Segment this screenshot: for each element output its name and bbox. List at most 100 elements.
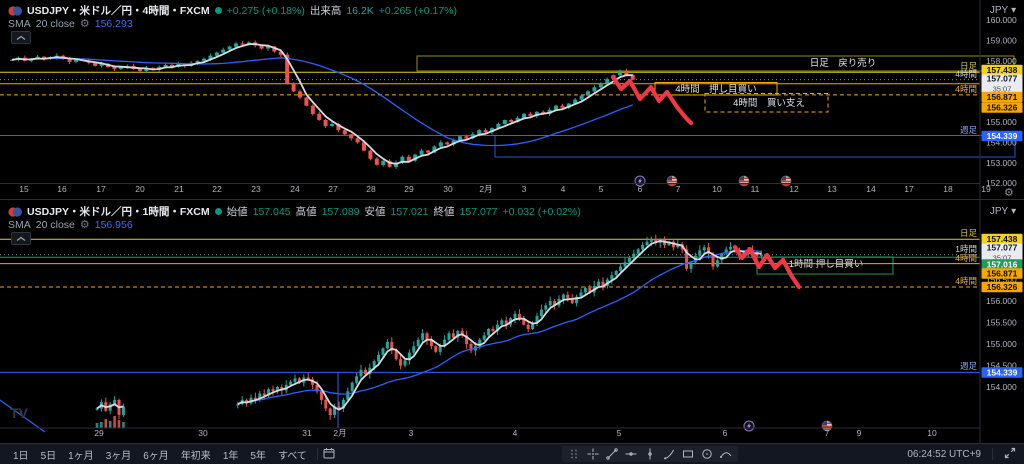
- ellipse-tool-icon[interactable]: [701, 448, 713, 460]
- indicator-settings-icon[interactable]: ⚙: [79, 219, 90, 231]
- sma-fast-line[interactable]: [11, 43, 633, 165]
- range-button-すべて[interactable]: すべて: [273, 446, 312, 463]
- candle-body: [240, 43, 245, 45]
- annotation-zone-box[interactable]: [704, 93, 829, 113]
- fullscreen-icon[interactable]: [1004, 447, 1016, 462]
- candle-body: [597, 281, 601, 286]
- annotation-label: 日足 戻り売り: [810, 57, 877, 69]
- candle-body: [566, 103, 571, 108]
- toolbar-divider: [316, 448, 318, 460]
- open-value: 157.045: [252, 205, 291, 218]
- price-axis-tick: 155.000: [986, 117, 1017, 127]
- collapse-panel-button-4h[interactable]: [11, 31, 31, 44]
- range-button-1ヶ月[interactable]: 1ヶ月: [63, 446, 99, 463]
- red-scenario-squiggle-drawing[interactable]: [610, 74, 694, 126]
- candle-body: [548, 301, 552, 306]
- range-button-1年[interactable]: 1年: [218, 446, 244, 463]
- trend-line-tool-icon[interactable]: [606, 448, 618, 460]
- candle-body: [374, 158, 379, 165]
- price-chip-value: 157.016: [987, 260, 1018, 270]
- candle-body: [554, 105, 558, 110]
- currency-axis-button-1h[interactable]: JPY ▾: [983, 204, 1023, 219]
- range-button-1日[interactable]: 1日: [8, 446, 34, 463]
- candle-body: [112, 66, 117, 69]
- sma-params: 20 close: [35, 17, 75, 30]
- sma-slow-line[interactable]: [11, 57, 634, 147]
- clock-readout[interactable]: 06:24:52 UTC+9: [907, 448, 981, 460]
- candle-body: [195, 60, 200, 63]
- candle-body: [707, 247, 711, 254]
- candle-body: [10, 59, 14, 61]
- candle-body: [515, 117, 520, 122]
- us-flag-icon[interactable]: [666, 175, 678, 187]
- sma-label[interactable]: SMA: [8, 17, 31, 30]
- drag-handle-tool-icon[interactable]: [568, 448, 580, 460]
- volume-label: 出来高: [309, 5, 342, 17]
- collapse-panel-button-1h[interactable]: [11, 232, 31, 245]
- candle-body: [654, 239, 658, 243]
- candle-body: [438, 142, 443, 147]
- annotation-zone-box[interactable]: [494, 135, 1016, 158]
- candlestick-chart-1h[interactable]: 1時間 押し目買い日足1時間4時間4時間週足TV156.500156.00015…: [0, 199, 1024, 444]
- price-level-chip: [981, 268, 1023, 279]
- candle-body: [363, 369, 367, 375]
- candle-body: [390, 341, 394, 351]
- economic-event-icon[interactable]: [743, 420, 755, 432]
- price-level-chip: [981, 367, 1023, 378]
- annotation-zone-box[interactable]: [416, 55, 1015, 72]
- symbol-title-1h[interactable]: USDJPY・米ドル／円・1時間・FXCM: [27, 206, 210, 218]
- candle-body: [490, 128, 494, 133]
- candle-body: [138, 69, 142, 71]
- range-button-6ヶ月[interactable]: 6ヶ月: [138, 446, 174, 463]
- time-axis-tick: 29: [404, 184, 414, 194]
- crosshair-tool-icon[interactable]: [587, 448, 599, 460]
- time-axis-tick: 10: [712, 184, 722, 194]
- candle-body: [526, 324, 530, 329]
- candle-body: [271, 389, 275, 392]
- candle-body: [350, 382, 354, 392]
- price-axis-tick: 153.000: [986, 158, 1017, 168]
- trend-line-drawing[interactable]: [0, 393, 46, 433]
- us-flag-icon[interactable]: [738, 175, 750, 187]
- range-button-5日[interactable]: 5日: [36, 446, 62, 463]
- line-timeframe-tag: 4時間: [955, 253, 977, 263]
- calendar-icon[interactable]: [323, 447, 335, 462]
- range-button-3ヶ月[interactable]: 3ヶ月: [101, 446, 137, 463]
- vertical-line-tool-icon[interactable]: [644, 448, 656, 460]
- brush-tool-icon[interactable]: [663, 448, 675, 460]
- curve-tool-icon[interactable]: [720, 448, 732, 460]
- price-level-chip: [981, 243, 1023, 263]
- candle-body: [583, 288, 587, 293]
- sma-label[interactable]: SMA: [8, 218, 31, 231]
- indicator-settings-icon[interactable]: ⚙: [79, 18, 90, 30]
- candle-body: [342, 130, 347, 135]
- currency-axis-button-4h[interactable]: JPY ▾: [983, 3, 1023, 18]
- range-button-年初来[interactable]: 年初来: [176, 446, 216, 463]
- us-flag-icon[interactable]: [780, 175, 792, 187]
- candle-body: [400, 156, 405, 163]
- candle-body: [445, 142, 450, 145]
- candle-body: [729, 246, 733, 250]
- red-scenario-squiggle-drawing[interactable]: [732, 244, 802, 290]
- price-chip-value: 156.871: [987, 92, 1018, 102]
- price-chip-value: 157.438: [987, 234, 1018, 244]
- range-button-5年[interactable]: 5年: [245, 446, 271, 463]
- sma-slow-line[interactable]: [96, 249, 762, 410]
- candle-body: [387, 160, 392, 167]
- sma-fast-line[interactable]: [96, 239, 762, 411]
- candle-body: [144, 67, 149, 71]
- candle-body: [522, 113, 526, 118]
- time-axis-tick: 5: [617, 428, 622, 438]
- price-chip-value: 157.438: [987, 65, 1018, 75]
- us-flag-icon[interactable]: [821, 420, 833, 432]
- rectangle-tool-icon[interactable]: [682, 448, 694, 460]
- symbol-title-4h[interactable]: USDJPY・米ドル／円・4時間・FXCM: [27, 5, 210, 17]
- candle-body: [381, 160, 386, 165]
- candle-body: [496, 124, 501, 129]
- high-label: 高値: [295, 206, 317, 218]
- horizontal-line-tool-icon[interactable]: [625, 448, 637, 460]
- axis-settings-gear-icon[interactable]: ⚙: [1004, 187, 1014, 199]
- candle-body: [528, 113, 533, 116]
- candle-body: [336, 124, 341, 131]
